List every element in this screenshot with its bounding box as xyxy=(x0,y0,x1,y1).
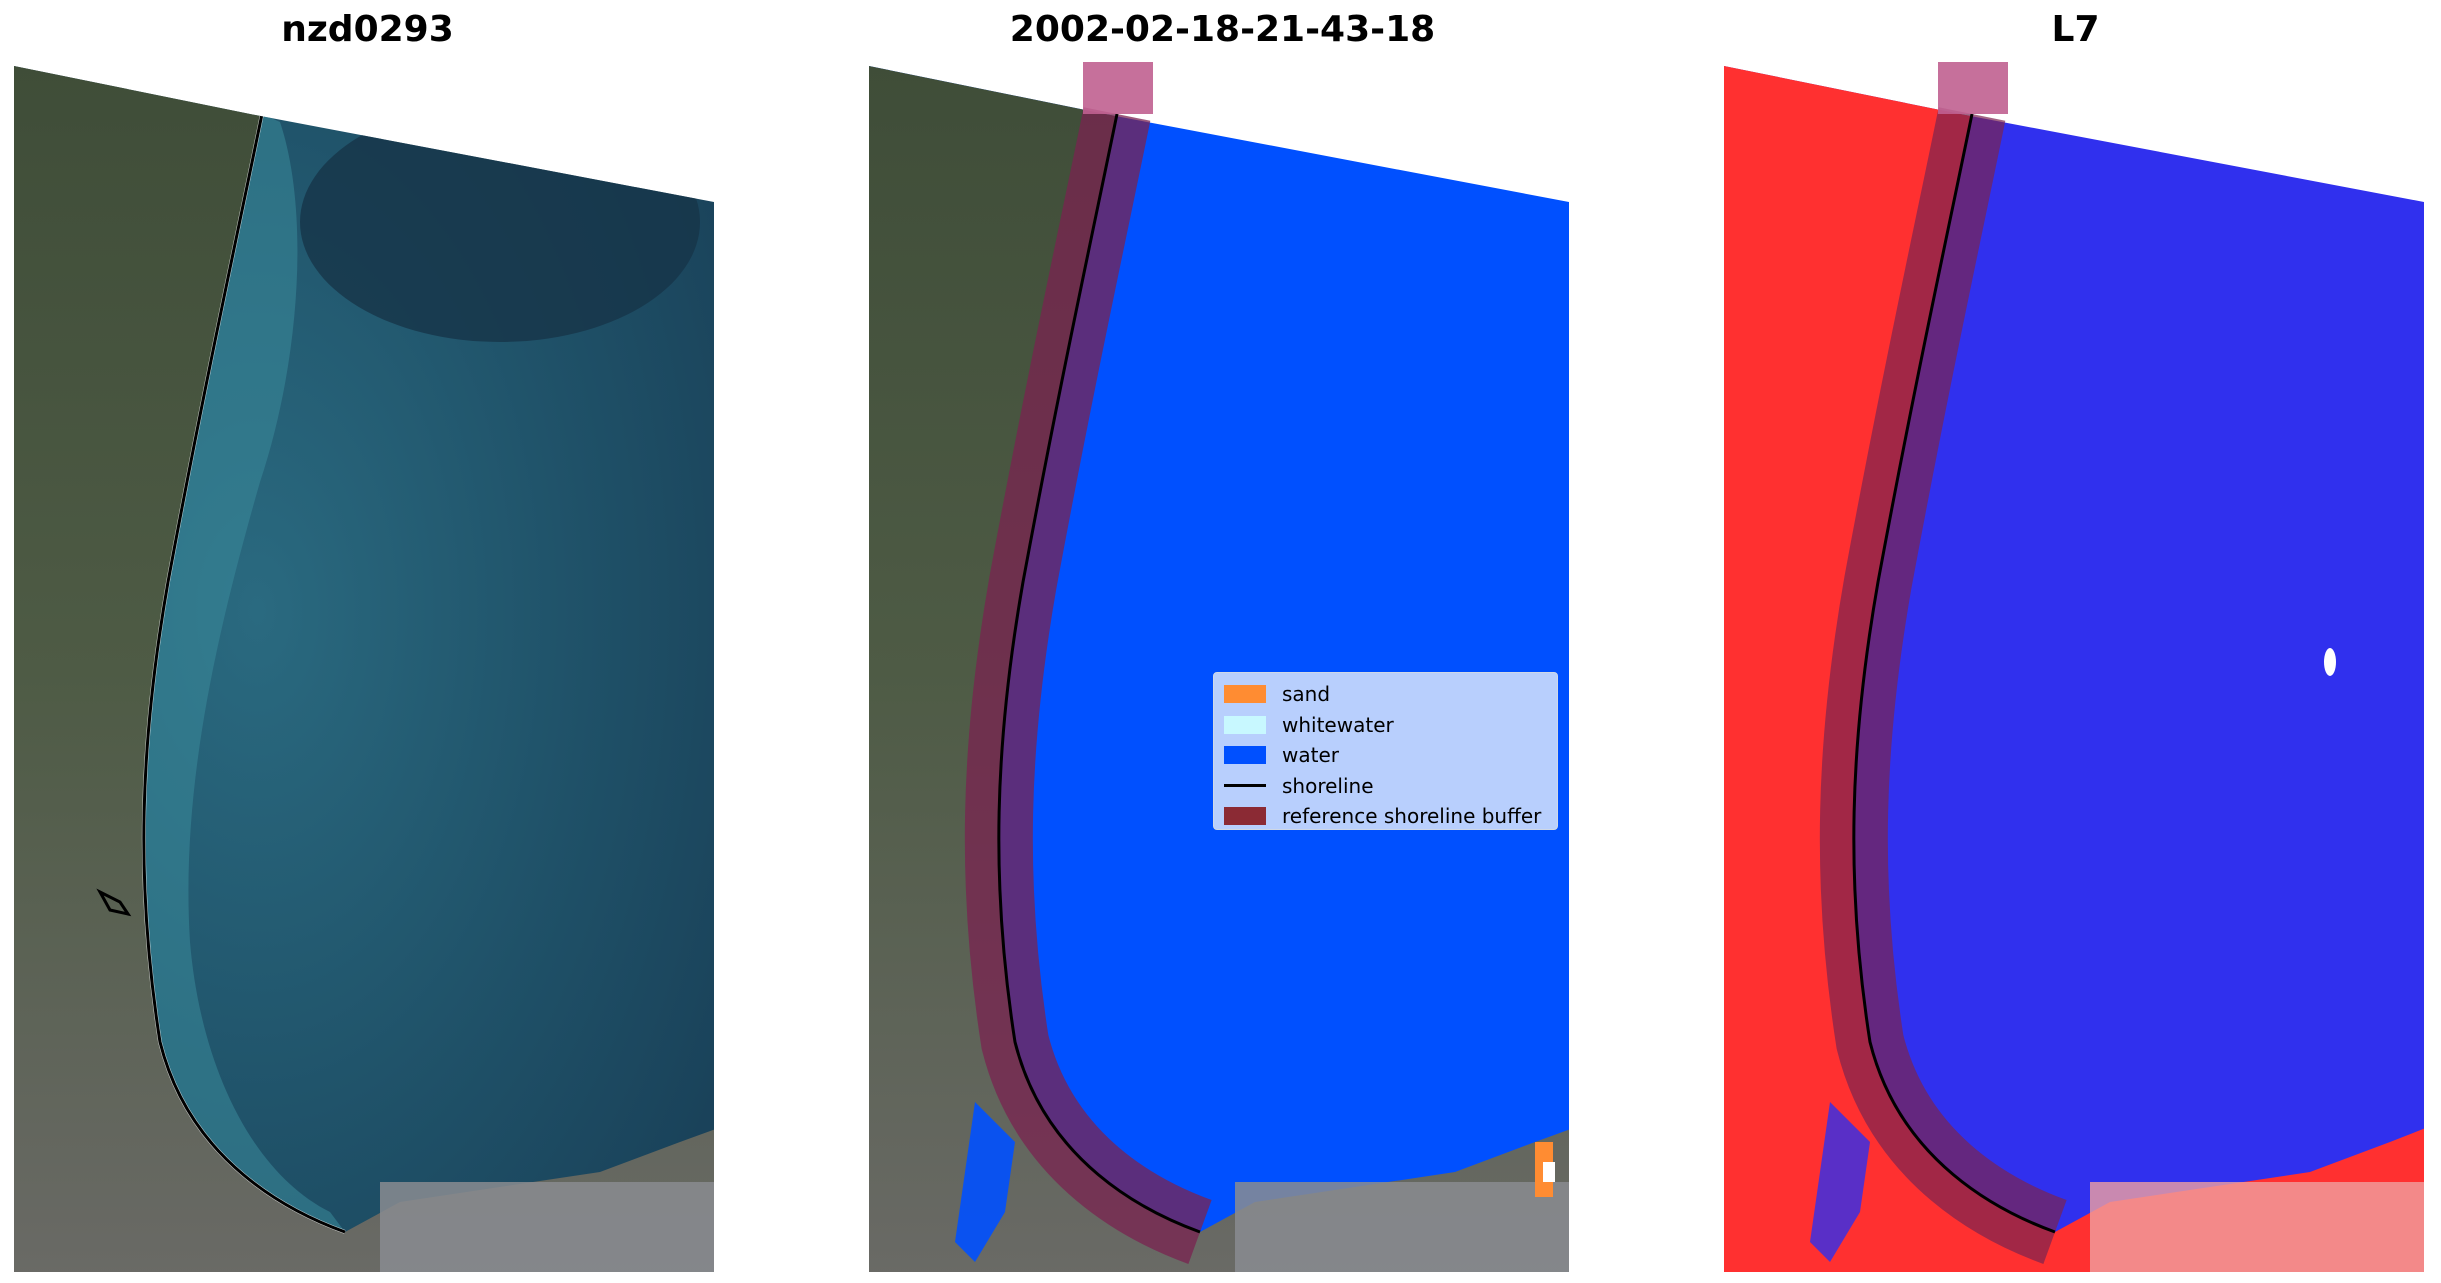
panel-title-site: nzd0293 xyxy=(281,9,454,50)
legend-label-buffer: reference shoreline buffer xyxy=(1282,804,1542,829)
boat-speck xyxy=(2324,648,2336,676)
legend-item-sand: sand xyxy=(1224,679,1547,710)
shoreline-line xyxy=(142,113,346,1234)
land-area xyxy=(14,66,714,1272)
legend-item-whitewater: whitewater xyxy=(1224,710,1547,741)
shoreline-line xyxy=(1852,113,2056,1234)
legend-swatch-whitewater xyxy=(1224,715,1266,734)
whitewater-class xyxy=(1543,1162,1555,1182)
legend-label-sand: sand xyxy=(1282,682,1331,707)
buffer-top-cap xyxy=(1083,62,1153,114)
legend-item-water: water xyxy=(1224,740,1547,771)
estuary-contour xyxy=(96,888,132,917)
legend-swatch-sand xyxy=(1224,685,1266,704)
legend-swatch-buffer xyxy=(1224,807,1266,826)
urban-area xyxy=(1235,1182,1569,1272)
legend-label-shoreline: shoreline xyxy=(1282,773,1374,798)
legend: sand whitewater water shoreline referenc… xyxy=(1213,672,1558,830)
turbid-nearshore xyxy=(143,114,345,1232)
inland-water xyxy=(1810,1102,1870,1262)
rgb-image xyxy=(14,66,714,1272)
legend-swatch-water xyxy=(1224,746,1266,765)
classified-image xyxy=(869,62,1569,1272)
inland-water xyxy=(955,1102,1015,1262)
urban-area xyxy=(380,1182,714,1272)
deep-water-region xyxy=(300,102,700,342)
legend-item-buffer: reference shoreline buffer xyxy=(1224,801,1547,832)
shoreline-line xyxy=(997,113,1201,1234)
buffer-top-cap xyxy=(1938,62,2008,114)
panel-title-satellite: L7 xyxy=(2051,9,2100,50)
legend-label-whitewater: whitewater xyxy=(1282,712,1394,737)
legend-label-water: water xyxy=(1282,743,1339,768)
legend-item-shoreline: shoreline xyxy=(1224,771,1547,802)
panel-title-date: 2002-02-18-21-43-18 xyxy=(1009,9,1436,50)
index-image xyxy=(1724,62,2424,1272)
urban-area xyxy=(2090,1182,2424,1272)
legend-line-shoreline xyxy=(1224,784,1266,788)
